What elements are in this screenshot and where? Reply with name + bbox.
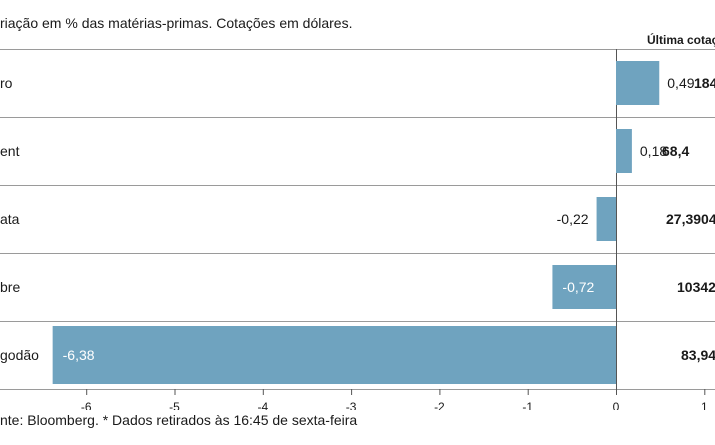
x-tick-label: -6 — [81, 400, 92, 410]
value-label: -0,72 — [562, 279, 594, 295]
last-quote-value: 27,3904 — [666, 211, 715, 227]
last-quote-value: 1840,15 — [694, 75, 715, 91]
category-label: ent — [0, 143, 20, 159]
x-tick-label: 0 — [613, 400, 620, 410]
value-label: -0,22 — [557, 211, 589, 227]
value-label: -6,38 — [63, 347, 95, 363]
last-quote-value: 10342 — [677, 279, 715, 295]
x-tick-label: -3 — [346, 400, 357, 410]
category-label: bre — [0, 279, 20, 295]
last-quote-value: 68,4 — [662, 143, 689, 159]
bar — [597, 197, 616, 241]
source-note: nte: Bloomberg. * Dados retirados às 16:… — [0, 412, 357, 428]
category-label: godão — [0, 347, 39, 363]
value-label: 0,49 — [667, 75, 694, 91]
bar — [616, 61, 659, 105]
x-tick-label: -1 — [522, 400, 533, 410]
x-tick-label: -4 — [257, 400, 268, 410]
x-tick-label: 1 — [701, 400, 708, 410]
x-tick-label: -5 — [169, 400, 180, 410]
bar — [616, 129, 632, 173]
bar — [53, 326, 616, 384]
bar-chart: ro0,491840,15ent0,1868,4ata-0,2227,3904b… — [0, 0, 715, 410]
x-tick-label: -2 — [434, 400, 445, 410]
last-quote-value: 83,94 — [681, 347, 715, 363]
category-label: ata — [0, 211, 20, 227]
category-label: ro — [0, 75, 13, 91]
